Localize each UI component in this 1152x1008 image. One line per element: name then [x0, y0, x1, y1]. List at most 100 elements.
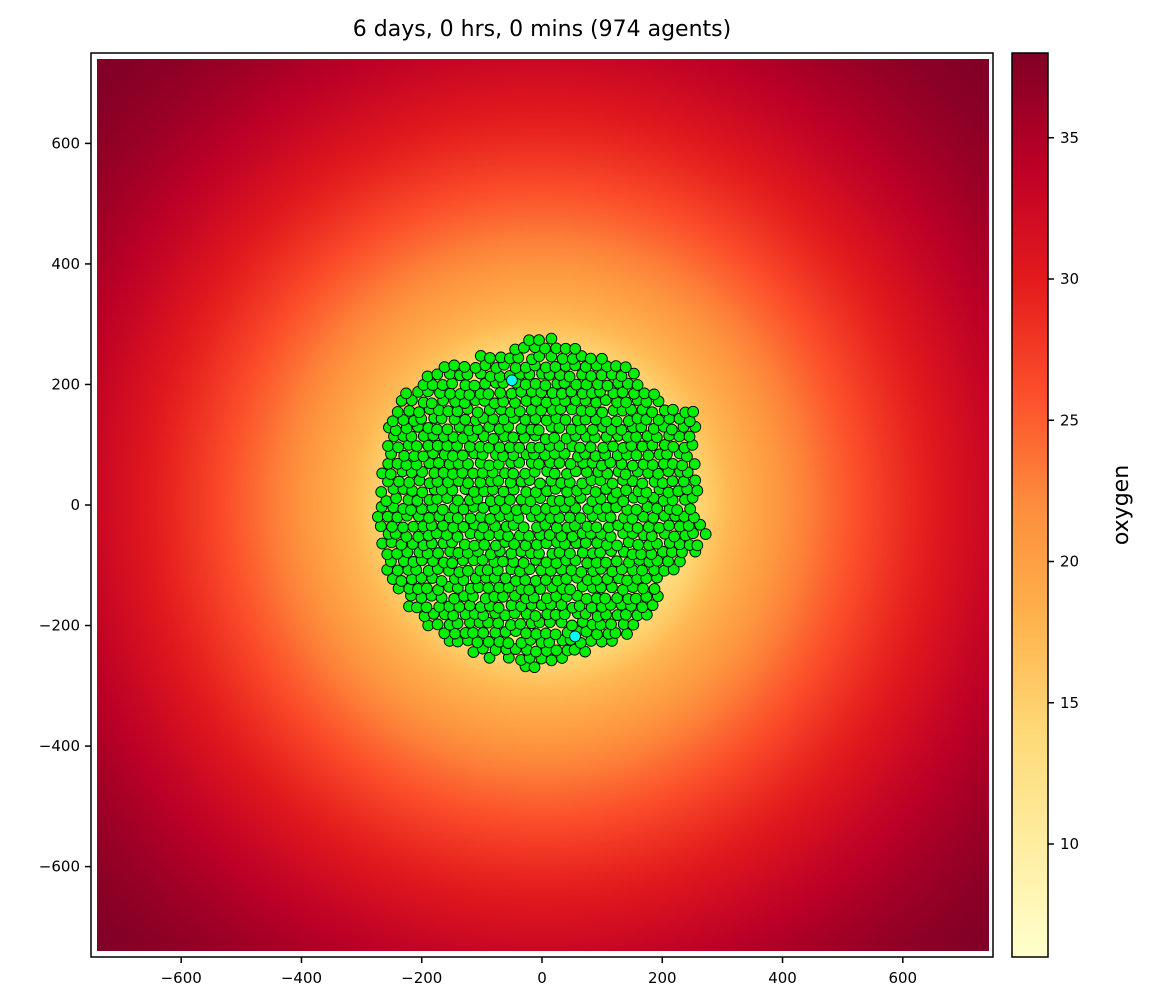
agent-cell: [403, 476, 416, 489]
agent-cell: [484, 352, 496, 364]
agent-cell: [648, 388, 660, 401]
agent-cell: [420, 601, 433, 614]
agent-cell: [523, 530, 535, 542]
agent-cell: [666, 475, 679, 487]
agent-cell: [452, 494, 464, 507]
agent-cell: [617, 495, 630, 508]
agent-cell: [400, 387, 412, 400]
y-tick-label: −200: [39, 617, 80, 635]
colorbar-tick-label: 30: [1060, 270, 1079, 288]
agent-cell: [566, 530, 579, 543]
agent-cell: [646, 406, 658, 419]
colorbar-tick-label: 15: [1060, 694, 1079, 712]
agent-cell: [529, 574, 542, 587]
agent-cell: [632, 538, 645, 551]
agent-cell: [555, 599, 568, 611]
agent-cell: [530, 628, 543, 640]
agent-cell: [600, 556, 612, 569]
agent-cell: [381, 548, 394, 561]
agent-cell: [468, 379, 481, 392]
agent-cell: [401, 546, 414, 559]
colorbar-tick-label: 25: [1060, 411, 1079, 429]
agent-cell: [636, 440, 649, 453]
agent-cell: [457, 521, 470, 533]
agent-cell: [517, 521, 530, 534]
agent-cell: [528, 661, 541, 674]
agent-cell: [610, 415, 623, 428]
agent-cell: [553, 440, 566, 452]
agent-cell: [432, 547, 445, 559]
agent-cell: [574, 512, 587, 524]
agent-cell: [559, 414, 572, 426]
colorbar-tick-label: 20: [1060, 553, 1079, 571]
agent-cell: [605, 618, 617, 631]
agent-cell: [483, 459, 496, 472]
agent-cell: [590, 521, 603, 534]
agent-cell: [565, 564, 578, 577]
agent-cell: [606, 477, 619, 490]
agent-cell: [646, 599, 659, 612]
agent-cell: [620, 608, 632, 621]
agent-cell: [384, 468, 397, 480]
agent-cell: [425, 397, 438, 410]
agent-cell: [668, 530, 681, 543]
agent-cell: [539, 379, 552, 392]
agent-cell: [575, 566, 588, 578]
agent-cell: [671, 504, 683, 516]
x-axis: −600 −400 −200 0 200 400 600: [161, 957, 917, 987]
agent-cell: [471, 636, 484, 649]
agent-cell: [412, 530, 425, 543]
agent-cell: [683, 430, 696, 443]
agent-cell: [540, 414, 553, 427]
agent-cell: [411, 494, 424, 507]
agent-cell: [589, 486, 602, 498]
x-tick-label: −200: [401, 969, 442, 987]
agent-cell: [619, 468, 632, 481]
x-tick-label: 200: [648, 969, 677, 987]
x-tick-label: 0: [537, 969, 547, 987]
agent-cell: [492, 601, 505, 614]
agent-cell-highlight: [569, 630, 581, 643]
agent-cell: [431, 423, 443, 436]
agent-cell: [456, 449, 469, 462]
agent-cell: [534, 477, 546, 490]
agent-cell: [564, 458, 577, 470]
agent-cell: [651, 502, 663, 515]
agent-cell: [533, 334, 545, 346]
agent-cell: [532, 458, 545, 470]
y-tick-label: −400: [39, 737, 80, 755]
agent-cell: [423, 512, 435, 524]
agent-cell: [446, 377, 458, 390]
agent-cell: [548, 467, 561, 480]
agent-cell: [447, 450, 459, 462]
colorbar-tick-label: 35: [1060, 129, 1079, 147]
agent-cell: [563, 370, 576, 383]
agent-cell: [682, 519, 695, 532]
agent-cell: [420, 582, 433, 595]
agent-cell: [403, 405, 416, 417]
agent-cell: [509, 362, 522, 374]
agent-cell: [441, 423, 454, 436]
agent-cell: [549, 628, 562, 641]
agent-cell: [584, 441, 597, 453]
agent-cell: [691, 539, 704, 552]
x-tick-label: −600: [161, 969, 202, 987]
agent-cell: [391, 564, 404, 577]
agent-cell: [610, 555, 623, 568]
agent-cell: [482, 388, 495, 400]
agent-cell: [663, 519, 675, 532]
agent-cell: [620, 484, 632, 497]
agent-cell: [468, 539, 481, 552]
agent-cell: [626, 459, 639, 472]
agent-cell: [502, 637, 515, 649]
agent-cell: [477, 627, 490, 639]
agent-cell: [438, 361, 451, 373]
agent-cell: [446, 557, 459, 569]
agent-cell: [497, 555, 509, 568]
agent-cell: [478, 538, 491, 551]
agent-cell: [421, 370, 434, 383]
agent-cell: [599, 394, 612, 406]
agent-cell: [375, 486, 388, 498]
agent-cell: [505, 387, 518, 400]
